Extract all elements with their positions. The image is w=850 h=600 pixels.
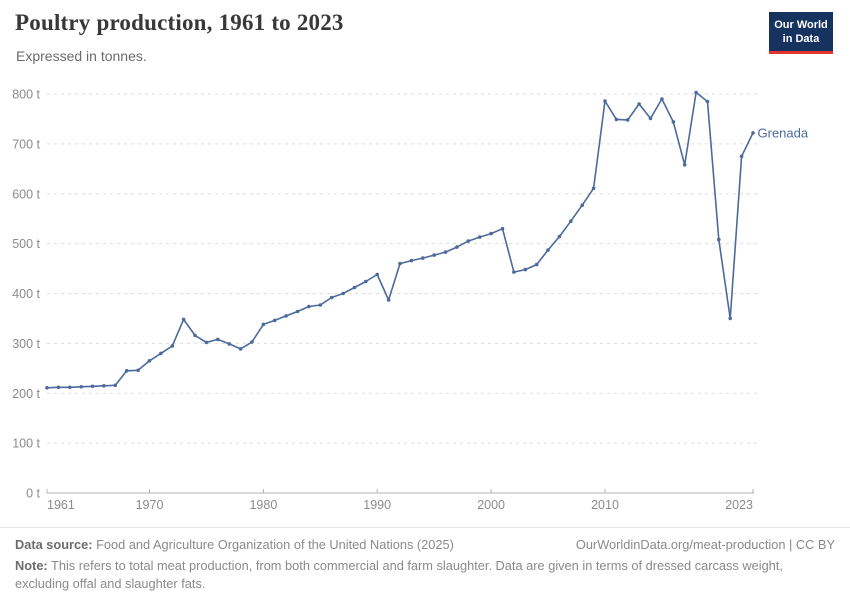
x-axis-label: 2010 [591, 498, 619, 512]
data-point-marker[interactable] [432, 253, 437, 257]
data-point-marker[interactable] [591, 186, 596, 191]
data-point-marker[interactable] [717, 237, 721, 242]
data-point-marker[interactable] [443, 250, 448, 254]
data-point-marker[interactable] [90, 384, 95, 389]
data-point-marker[interactable] [637, 102, 641, 106]
data-point-marker[interactable] [79, 385, 83, 389]
note-text: This refers to total meat production, fr… [15, 558, 783, 591]
data-point-marker[interactable] [68, 385, 72, 390]
data-point-marker[interactable] [124, 369, 129, 373]
data-point-marker[interactable] [409, 258, 414, 263]
y-axis-label: 100 t [12, 437, 40, 451]
data-point-marker[interactable] [364, 279, 368, 284]
data-point-marker[interactable] [489, 231, 493, 236]
data-point-marker[interactable] [204, 340, 209, 345]
data-point-marker[interactable] [500, 226, 505, 231]
data-point-marker[interactable] [216, 337, 220, 342]
data-point-marker[interactable] [113, 383, 118, 388]
data-point-marker[interactable] [466, 239, 471, 243]
data-point-marker[interactable] [227, 342, 231, 346]
data-point-marker[interactable] [56, 385, 61, 390]
x-axis-label: 2000 [477, 498, 505, 512]
data-point-marker[interactable] [751, 131, 755, 135]
x-axis-label: 1961 [47, 498, 75, 512]
data-point-marker[interactable] [318, 303, 323, 307]
data-point-marker[interactable] [181, 317, 186, 322]
data-point-marker[interactable] [386, 298, 391, 302]
data-point-marker[interactable] [705, 99, 710, 104]
data-point-marker[interactable] [261, 322, 266, 327]
data-point-marker[interactable] [603, 99, 607, 103]
owid-logo[interactable]: Our World in Data [769, 12, 833, 54]
data-point-marker[interactable] [546, 248, 550, 252]
data-point-marker[interactable] [569, 219, 573, 223]
data-point-marker[interactable] [421, 256, 425, 260]
data-point-marker[interactable] [272, 318, 277, 323]
y-axis-label: 300 t [12, 337, 40, 351]
data-point-marker[interactable] [102, 384, 106, 388]
y-axis-label: 0 t [26, 487, 40, 501]
data-point-marker[interactable] [45, 386, 49, 390]
data-point-marker[interactable] [375, 272, 380, 277]
data-point-marker[interactable] [534, 262, 539, 267]
owid-url-link[interactable]: OurWorldinData.org/meat-production | CC … [575, 537, 835, 552]
data-point-marker[interactable] [694, 90, 698, 95]
x-axis-label: 1980 [249, 498, 277, 512]
data-point-marker[interactable] [398, 261, 402, 266]
data-point-marker[interactable] [523, 267, 528, 272]
page-title: Poultry production, 1961 to 2023 [15, 10, 344, 35]
y-axis-label: 600 t [12, 187, 40, 201]
data-point-marker[interactable] [557, 234, 562, 239]
data-point-marker[interactable] [625, 118, 630, 122]
data-point-marker[interactable] [136, 368, 140, 373]
chart-subtitle: Expressed in tonnes. [16, 48, 147, 64]
y-axis-label: 800 t [12, 88, 40, 102]
data-point-marker[interactable] [614, 117, 619, 122]
data-point-marker[interactable] [660, 97, 664, 101]
data-point-marker[interactable] [648, 116, 653, 121]
y-axis-label: 400 t [12, 287, 40, 301]
note-label: Note: [15, 558, 48, 573]
data-point-marker[interactable] [147, 359, 152, 363]
data-point-marker[interactable] [329, 295, 334, 300]
data-source-text: Food and Agriculture Organization of the… [96, 537, 454, 552]
x-axis-label: 1990 [363, 498, 391, 512]
data-point-marker[interactable] [341, 291, 345, 296]
chart-note: Note: This refers to total meat producti… [15, 557, 803, 593]
owid-logo-line2: in Data [782, 33, 820, 46]
series-label-grenada[interactable]: Grenada [758, 125, 809, 140]
data-point-marker[interactable] [352, 285, 357, 290]
data-point-marker[interactable] [477, 235, 482, 239]
data-point-marker[interactable] [580, 203, 584, 207]
data-point-marker[interactable] [739, 154, 744, 159]
data-point-marker[interactable] [170, 344, 175, 348]
data-point-marker[interactable] [159, 351, 163, 356]
data-point-marker[interactable] [250, 340, 254, 344]
data-point-marker[interactable] [728, 316, 732, 321]
y-axis-label: 500 t [12, 237, 40, 251]
data-point-marker[interactable] [682, 163, 687, 167]
data-point-marker[interactable] [671, 120, 676, 124]
x-axis-label: 2023 [725, 498, 753, 512]
data-point-marker[interactable] [512, 270, 516, 274]
data-point-marker[interactable] [295, 309, 300, 314]
data-point-marker[interactable] [455, 245, 459, 249]
data-source-line: Data source: Food and Agriculture Organi… [15, 537, 454, 552]
x-axis-label: 1970 [136, 498, 164, 512]
chart-plot-area[interactable]: 0 t 100 t 200 t 300 t 400 t 500 t 600 t 700 t 80… [0, 75, 850, 527]
data-point-marker[interactable] [238, 347, 243, 351]
data-source-label: Data source: [15, 537, 93, 552]
y-axis-label: 700 t [12, 137, 40, 151]
y-axis-label: 200 t [12, 387, 40, 401]
chart-footer: Data source: Food and Agriculture Organi… [0, 527, 850, 593]
owid-logo-line1: Our World [774, 19, 828, 31]
data-point-marker[interactable] [307, 304, 311, 309]
data-point-marker[interactable] [284, 314, 288, 318]
data-point-marker[interactable] [193, 333, 197, 338]
